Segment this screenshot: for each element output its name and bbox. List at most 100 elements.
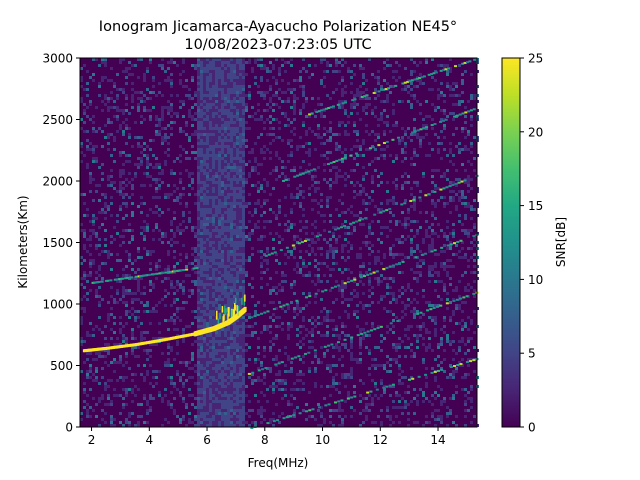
heatmap-cell xyxy=(215,127,218,130)
heatmap-cell xyxy=(413,154,416,157)
heatmap-cell xyxy=(236,76,239,79)
heatmap-cell xyxy=(206,262,209,265)
heatmap-cell xyxy=(200,94,203,97)
heatmap-cell xyxy=(209,322,212,325)
heatmap-cell xyxy=(221,289,224,292)
heatmap-cell xyxy=(275,385,278,388)
heatmap-cell xyxy=(104,355,107,358)
heatmap-cell xyxy=(233,223,236,226)
heatmap-cell xyxy=(236,70,239,73)
heatmap-cell xyxy=(203,421,206,424)
heatmap-cell xyxy=(215,268,218,271)
heatmap-cell xyxy=(233,67,236,70)
heatmap-cell xyxy=(248,193,251,196)
heatmap-cell xyxy=(215,421,218,424)
heatmap-cell xyxy=(323,70,326,73)
heatmap-cell xyxy=(362,382,365,385)
heatmap-cell xyxy=(293,388,296,391)
heatmap-cell xyxy=(194,247,197,250)
heatmap-cell xyxy=(227,355,230,358)
heatmap-cell xyxy=(284,70,287,73)
heatmap-cell xyxy=(272,238,275,241)
heatmap-cell xyxy=(167,112,170,115)
heatmap-cell xyxy=(395,394,398,397)
heatmap-cell xyxy=(374,76,377,79)
heatmap-cell xyxy=(323,58,326,61)
heatmap-cell xyxy=(284,280,287,283)
heatmap-cell xyxy=(218,265,221,268)
heatmap-cell xyxy=(359,352,362,355)
heatmap-cell xyxy=(146,67,149,70)
heatmap-cell xyxy=(323,319,326,322)
heatmap-cell xyxy=(179,130,182,133)
heatmap-cell xyxy=(236,217,239,220)
heatmap-cell xyxy=(200,232,203,235)
heatmap-cell xyxy=(122,274,125,277)
heatmap-cell xyxy=(419,271,422,274)
heatmap-cell xyxy=(299,193,302,196)
heatmap-cell xyxy=(206,121,209,124)
heatmap-cell xyxy=(368,373,371,376)
heatmap-cell xyxy=(179,319,182,322)
heatmap-cell xyxy=(335,226,338,229)
heatmap-cell xyxy=(209,241,212,244)
heatmap-cell xyxy=(107,205,110,208)
heatmap-cell xyxy=(332,319,335,322)
heatmap-cell xyxy=(227,97,230,100)
heatmap-cell xyxy=(185,265,188,268)
heatmap-cell xyxy=(122,325,125,328)
heatmap-cell xyxy=(293,202,296,205)
heatmap-cell xyxy=(269,331,272,334)
heatmap-cell xyxy=(413,235,416,238)
heatmap-cell xyxy=(170,106,173,109)
heatmap-cell xyxy=(227,106,230,109)
heatmap-cell xyxy=(389,250,392,253)
heatmap-cell xyxy=(332,166,335,169)
heatmap-cell xyxy=(167,100,170,103)
heatmap-cell xyxy=(302,388,305,391)
heatmap-cell xyxy=(233,214,236,217)
heatmap-cell xyxy=(233,241,236,244)
heatmap-cell xyxy=(119,355,122,358)
heatmap-cell xyxy=(209,235,212,238)
heatmap-cell xyxy=(419,388,422,391)
heatmap-cell xyxy=(236,283,239,286)
heatmap-cell xyxy=(197,79,200,82)
heatmap-cell xyxy=(95,244,98,247)
heatmap-cell xyxy=(200,154,203,157)
heatmap-cell xyxy=(227,412,230,415)
heatmap-cell xyxy=(398,394,401,397)
heatmap-cell xyxy=(263,91,266,94)
heatmap-cell xyxy=(311,322,314,325)
heatmap-cell xyxy=(386,325,389,328)
heatmap-cell xyxy=(230,61,233,64)
heatmap-cell xyxy=(365,406,368,409)
heatmap-cell xyxy=(395,154,398,157)
heatmap-cell xyxy=(371,130,374,133)
heatmap-cell xyxy=(230,64,233,67)
heatmap-cell xyxy=(350,358,353,361)
heatmap-cell xyxy=(140,256,143,259)
heatmap-cell xyxy=(383,256,386,259)
heatmap-cell xyxy=(110,307,113,310)
heatmap-cell xyxy=(119,235,122,238)
heatmap-cell xyxy=(356,295,359,298)
heatmap-cell xyxy=(113,106,116,109)
heatmap-cell xyxy=(110,235,113,238)
heatmap-cell xyxy=(329,250,332,253)
heatmap-cell xyxy=(275,118,278,121)
heatmap-cell xyxy=(383,67,386,70)
heatmap-cell xyxy=(98,316,101,319)
heatmap-cell xyxy=(170,133,173,136)
heatmap-cell xyxy=(404,145,407,148)
heatmap-cell xyxy=(110,421,113,424)
heatmap-cell xyxy=(107,301,110,304)
heatmap-cell xyxy=(122,88,125,91)
heatmap-cell xyxy=(89,265,92,268)
heatmap-cell xyxy=(200,58,203,61)
heatmap-cell xyxy=(236,343,239,346)
heatmap-cell xyxy=(356,130,359,133)
heatmap-cell xyxy=(182,193,185,196)
heatmap-cell xyxy=(200,361,203,364)
heatmap-cell xyxy=(197,211,200,214)
